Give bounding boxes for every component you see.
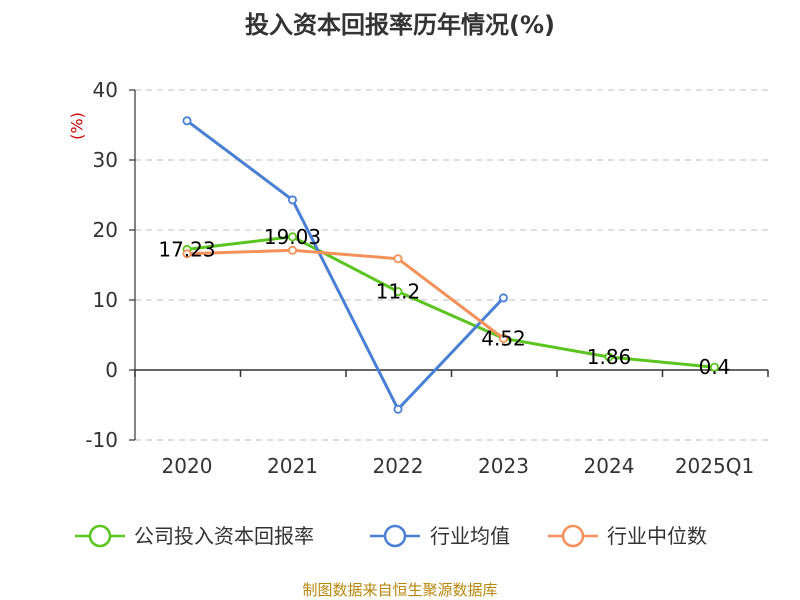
x-tick-label: 2020	[162, 454, 213, 478]
source-note: 制图数据来自恒生聚源数据库	[302, 581, 497, 599]
data-point	[182, 116, 192, 126]
data-point	[710, 362, 720, 372]
axes: 40 30 20 10 0 -10 2020 2021 2022 2023 2024 2025Q1	[85, 78, 769, 478]
x-tick-label: 2025Q1	[675, 454, 754, 478]
legend-marker	[88, 524, 112, 548]
data-point	[182, 249, 192, 259]
legend-marker	[383, 524, 407, 548]
chart-title: 投入资本回报率历年情况(%)	[245, 11, 555, 39]
data-labels: 17.23 19.03 11.2 4.52 1.86 0.4	[158, 225, 730, 379]
data-label: 0.4	[699, 355, 731, 379]
legend-marker	[561, 524, 585, 548]
series-line-0	[185, 235, 716, 369]
legend-label: 行业中位数	[607, 524, 707, 548]
series-line-1	[185, 119, 505, 411]
data-point	[604, 352, 614, 362]
data-point	[498, 293, 508, 303]
data-label: 1.86	[587, 345, 632, 369]
x-tick-label: 2023	[478, 454, 529, 478]
y-tick-label: 10	[93, 288, 118, 312]
y-tick-label: 20	[93, 218, 118, 242]
data-point	[393, 404, 403, 414]
series-line-2	[185, 248, 505, 340]
y-axis-label: (%)	[68, 112, 87, 140]
data-label: 17.23	[158, 237, 215, 261]
data-point	[287, 195, 297, 205]
y-tick-label: 40	[93, 78, 118, 102]
x-tick-label: 2022	[373, 454, 424, 478]
data-label: 11.2	[376, 280, 421, 304]
data-point	[287, 232, 297, 242]
y-tick-label: 0	[105, 358, 118, 382]
data-point	[498, 333, 508, 343]
legend-label: 行业均值	[430, 524, 510, 548]
data-label: 4.52	[481, 326, 526, 350]
data-label: 19.03	[264, 225, 321, 249]
data-point	[393, 254, 403, 264]
series-lines	[182, 116, 720, 414]
legend-label: 公司投入资本回报率	[134, 524, 314, 548]
data-point	[287, 245, 297, 255]
y-tick-label: -10	[85, 428, 118, 452]
y-tick-label: 30	[93, 148, 118, 172]
x-tick-label: 2024	[584, 454, 635, 478]
data-point	[393, 287, 403, 297]
grid	[135, 89, 768, 441]
x-tick-label: 2021	[267, 454, 318, 478]
legend: 公司投入资本回报率 行业均值 行业中位数	[75, 524, 707, 548]
